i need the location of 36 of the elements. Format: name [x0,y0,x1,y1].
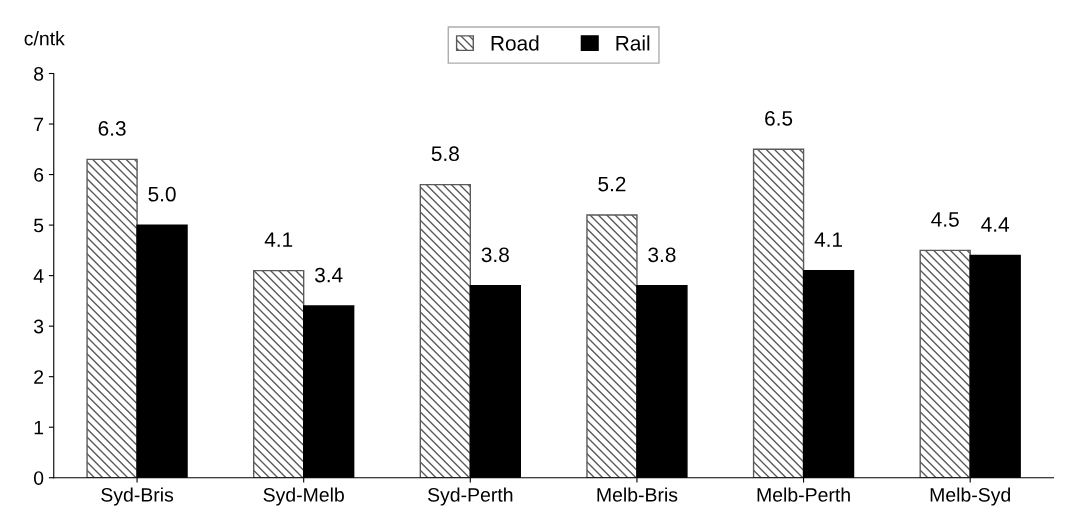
legend-label: Road [491,35,539,51]
data-label: 6.5 [765,110,793,126]
x-tick-label: Melb-Bris [597,487,678,502]
data-label: 3.4 [315,267,343,283]
bar [253,269,305,478]
bar [752,148,805,478]
x-tick-label: Syd-Bris [101,487,174,506]
data-label: 4.1 [264,232,293,247]
data-label: 5.8 [431,146,459,162]
bar [586,214,638,478]
legend-label: Rail [616,35,650,51]
x-tick-label: Melb-Perth [757,487,850,502]
x-tick-label: Melb-Syd [930,487,1010,506]
data-label: 5.2 [598,176,626,192]
x-tick-label: Syd-Melb [263,487,344,506]
y-axis-title: c/ntk [24,31,65,46]
data-label: 4.5 [931,212,959,227]
data-label: 6.3 [98,121,126,136]
y-tick-label: 7 [34,117,44,132]
bar [419,183,472,478]
y-tick-label: 1 [34,420,44,435]
y-tick-label: 8 [34,66,44,81]
y-tick-label: 2 [34,370,44,384]
y-tick-label: 6 [34,168,44,182]
y-tick-label: 0 [33,471,44,485]
data-label: 3.8 [648,247,676,263]
data-label: 3.8 [481,247,509,263]
y-tick-label: 5 [33,218,44,233]
data-label: 5.0 [148,186,176,202]
y-tick-label: 4 [33,269,44,283]
data-label: 4.4 [981,217,1010,232]
x-tick-label: Syd-Perth [427,487,513,506]
y-tick-label: 3 [33,319,44,334]
bar [919,249,971,478]
bar [86,158,138,478]
data-label: 4.1 [814,232,843,247]
